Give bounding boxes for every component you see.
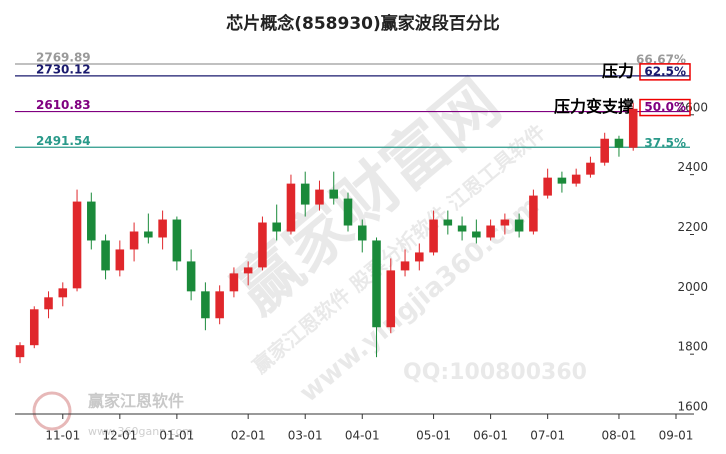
logo: 赢家江恩软件 www.360gann.com	[32, 391, 193, 438]
x-tick-label: 07-01	[530, 429, 565, 443]
x-tick-label: 11-01	[45, 429, 80, 443]
candle-body	[229, 273, 239, 292]
candle-body	[571, 174, 581, 184]
logo-icon	[32, 391, 72, 431]
candle-body	[286, 183, 296, 232]
candle-body	[400, 261, 410, 271]
x-tick-label: 04-01	[345, 429, 380, 443]
candle-body	[486, 225, 495, 238]
candle-body	[614, 138, 624, 148]
candle-body	[429, 219, 438, 253]
x-tick-label: 06-01	[473, 429, 508, 443]
y-tick-label: 2600	[677, 100, 708, 114]
x-tick-label: 03-01	[288, 429, 323, 443]
candle-body	[315, 189, 324, 205]
candle-body	[158, 219, 167, 238]
y-tick-label: 1600	[677, 400, 708, 414]
y-tick-label: 2400	[677, 160, 708, 174]
y-tick-label: 2200	[677, 220, 708, 234]
level-value: 2491.54	[36, 134, 91, 148]
level-percent: 50.0%	[644, 100, 686, 114]
candle-body	[329, 189, 339, 199]
candle-body	[186, 261, 196, 292]
candle-body	[386, 270, 396, 328]
candle-body	[29, 309, 39, 346]
level-highlight	[639, 63, 691, 81]
candle-body	[272, 222, 281, 232]
x-tick-label: 02-01	[231, 429, 266, 443]
x-tick-label: 09-01	[659, 429, 694, 443]
level-percent: 62.5%	[644, 64, 686, 78]
candle-body	[87, 201, 96, 241]
level-value: 2730.12	[36, 62, 91, 76]
candle-body	[243, 267, 253, 274]
candle-body	[44, 297, 53, 310]
candle-body	[115, 249, 125, 271]
candle-body	[500, 219, 510, 226]
y-tick-label: 1800	[677, 340, 708, 354]
candle-body	[557, 177, 567, 184]
chart-title: 芯片概念(858930)赢家波段百分比	[226, 13, 500, 34]
level-highlight	[639, 98, 691, 117]
x-tick-label: 12-01	[102, 429, 137, 443]
level-value: 2769.89	[36, 50, 91, 64]
candle-body	[300, 183, 310, 205]
candle-body	[58, 288, 68, 298]
candle-body	[215, 291, 224, 319]
candle-body	[443, 219, 453, 226]
logo-name: 赢家江恩软件	[88, 392, 184, 411]
candle-body	[529, 195, 538, 232]
candle-body	[357, 225, 367, 241]
level-note: 压力变支撑	[554, 97, 634, 116]
candle-body	[457, 225, 467, 232]
level-percent: 66.67%	[636, 52, 686, 66]
y-tick-label: 2000	[677, 280, 708, 294]
x-tick-label: 05-01	[416, 429, 451, 443]
candle-body	[372, 240, 381, 328]
level-value: 2610.83	[36, 98, 91, 112]
candle-body	[600, 138, 609, 163]
candle-body	[201, 291, 210, 319]
candle-body	[172, 219, 182, 262]
x-tick-label: 08-01	[602, 429, 637, 443]
level-note: 压力	[602, 61, 634, 80]
candle-body	[258, 222, 267, 268]
candle-body	[586, 162, 595, 175]
candle-body	[129, 231, 139, 250]
candle-body	[72, 201, 82, 289]
candle-body	[343, 198, 353, 226]
candle-body	[543, 177, 552, 196]
logo-url: www.360gann.com	[88, 425, 193, 438]
candle-body	[514, 219, 524, 232]
x-tick-label: 01-01	[159, 429, 194, 443]
candle-body	[101, 240, 110, 271]
candle-body	[628, 108, 638, 148]
candle-body	[144, 231, 153, 238]
level-percent: 37.5%	[644, 136, 686, 150]
candle-body	[472, 231, 481, 238]
candle-body	[15, 345, 25, 358]
watermark: QQ:100800360	[403, 360, 587, 385]
candle-body	[415, 252, 424, 262]
